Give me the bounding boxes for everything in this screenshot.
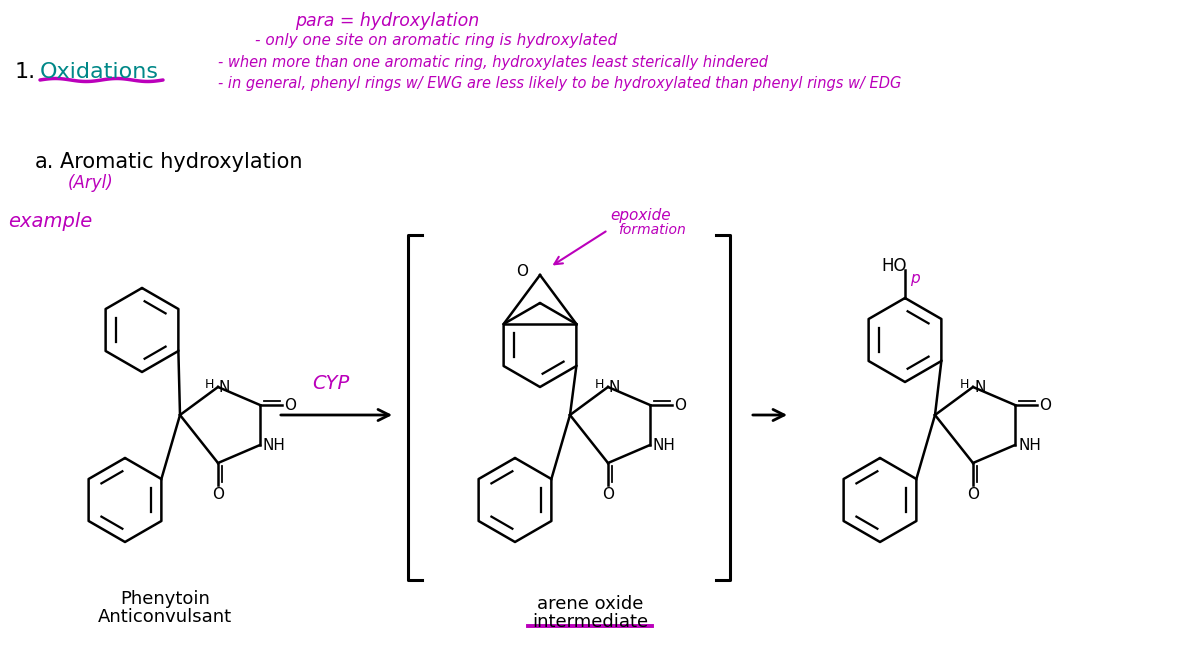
Text: O: O	[602, 487, 614, 502]
Text: O: O	[212, 487, 224, 502]
Text: NH: NH	[1019, 438, 1041, 452]
Text: intermediate: intermediate	[532, 613, 648, 631]
Text: O: O	[967, 487, 979, 502]
Text: p: p	[910, 271, 920, 285]
Text: (Aryl): (Aryl)	[67, 174, 113, 192]
Text: N: N	[609, 380, 620, 394]
Text: H: H	[205, 378, 214, 392]
Text: Oxidations: Oxidations	[40, 62, 159, 82]
Text: O: O	[674, 398, 686, 412]
Text: HO: HO	[881, 257, 907, 275]
Text: O: O	[1039, 398, 1051, 412]
Text: formation: formation	[618, 223, 686, 237]
Text: Phenytoin: Phenytoin	[120, 590, 209, 608]
Text: 1.: 1.	[14, 62, 36, 82]
Text: - only one site on aromatic ring is hydroxylated: - only one site on aromatic ring is hydr…	[255, 33, 618, 48]
Text: - in general, phenyl rings w/ EWG are less likely to be hydroxylated than phenyl: - in general, phenyl rings w/ EWG are le…	[218, 76, 902, 91]
Text: a.: a.	[35, 152, 54, 172]
Text: CYP: CYP	[312, 374, 349, 393]
Text: NH: NH	[653, 438, 675, 452]
Text: H: H	[960, 378, 969, 392]
Text: N: N	[219, 380, 230, 394]
Text: N: N	[974, 380, 985, 394]
Text: NH: NH	[262, 438, 285, 452]
Text: Aromatic hydroxylation: Aromatic hydroxylation	[60, 152, 302, 172]
Text: para = hydroxylation: para = hydroxylation	[295, 12, 479, 30]
Text: O: O	[517, 265, 529, 279]
Text: epoxide: epoxide	[610, 208, 671, 223]
Text: O: O	[284, 398, 296, 412]
Text: example: example	[8, 212, 93, 231]
Text: Anticonvulsant: Anticonvulsant	[98, 608, 232, 626]
Text: arene oxide: arene oxide	[537, 595, 643, 613]
Text: H: H	[595, 378, 604, 392]
Text: - when more than one aromatic ring, hydroxylates least sterically hindered: - when more than one aromatic ring, hydr…	[218, 55, 768, 70]
